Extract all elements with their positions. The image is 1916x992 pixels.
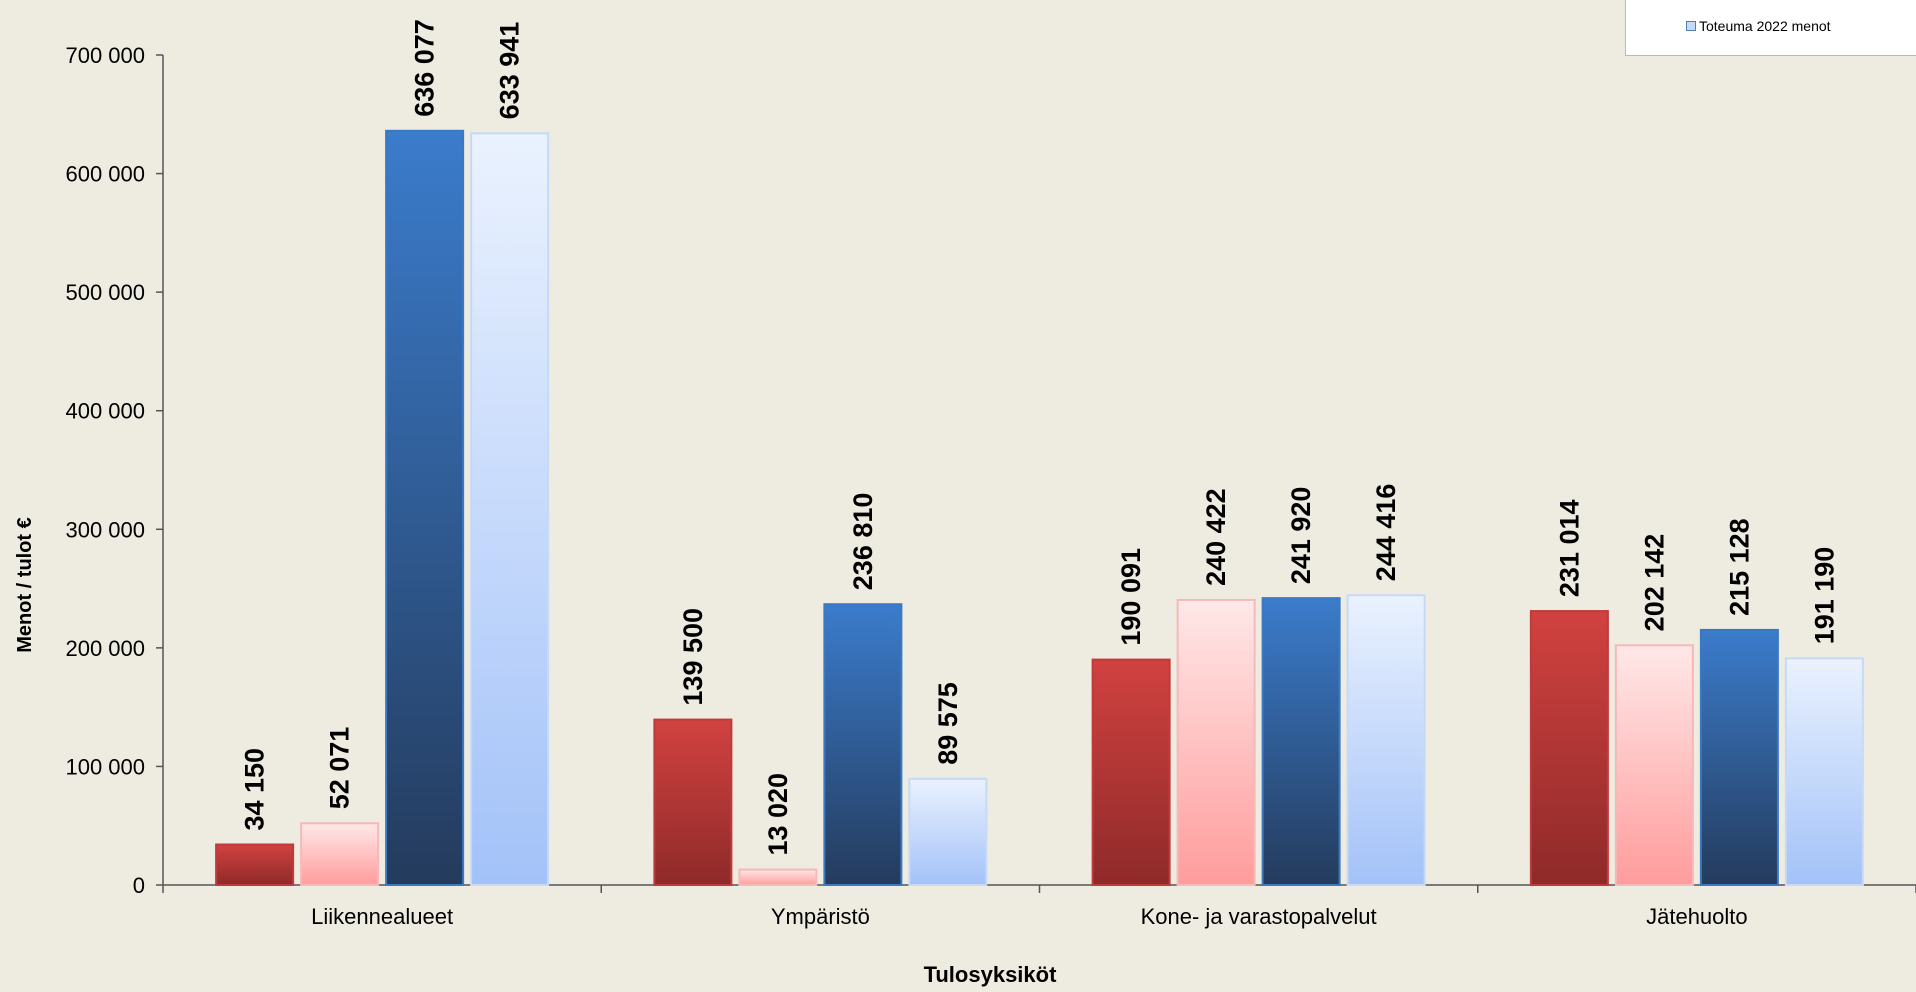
data-label: 231 014 (1554, 499, 1584, 597)
bar (1176, 598, 1256, 887)
data-label: 244 416 (1371, 484, 1401, 582)
y-tick-label: 100 000 (65, 754, 145, 779)
data-label: 241 920 (1286, 487, 1316, 585)
bar (1091, 658, 1171, 886)
y-tick-label: 0 (133, 873, 145, 898)
bar (470, 132, 550, 887)
bar (653, 718, 733, 886)
bar (1699, 628, 1779, 887)
x-category-label: Liikennealueet (311, 904, 453, 929)
data-label: 633 941 (495, 22, 525, 120)
bar (215, 843, 295, 887)
y-tick-label: 700 000 (65, 43, 145, 68)
data-label: 89 575 (933, 682, 963, 765)
data-label: 236 810 (848, 493, 878, 591)
x-axis-title: Tulosyksiköt (924, 962, 1058, 987)
bars (215, 129, 1864, 887)
data-label: 52 071 (325, 727, 355, 810)
y-tick-label: 600 000 (65, 162, 145, 187)
legend-item: Toteuma 2022 menot (1686, 18, 1831, 34)
axes: 0 100 000 200 000 300 000 400 000 500 000 600 … (65, 43, 1916, 929)
data-label: 190 091 (1116, 548, 1146, 646)
data-label: 202 142 (1639, 534, 1669, 632)
data-label: 240 422 (1201, 488, 1231, 586)
bar (300, 822, 380, 886)
x-category-label: Ympäristö (771, 904, 870, 929)
data-labels: 34 150 139 500 190 091 231 014 52 071 13 020 2… (240, 19, 1840, 855)
legend: Toteuma 2022 menot (1625, 0, 1916, 56)
legend-label: Toteuma 2022 menot (1699, 18, 1831, 34)
bar (385, 129, 465, 886)
data-label: 34 150 (240, 748, 270, 831)
data-label: 191 190 (1809, 547, 1839, 645)
data-label: 215 128 (1724, 518, 1754, 616)
data-label: 139 500 (678, 608, 708, 706)
data-label: 636 077 (410, 19, 440, 117)
y-tick-label: 400 000 (65, 399, 145, 424)
bar (1784, 657, 1864, 886)
bar (908, 777, 988, 887)
legend-swatch-icon (1686, 21, 1696, 31)
y-axis-title: Menot / tulot € (14, 517, 36, 653)
bar (1614, 644, 1694, 886)
x-category-label: Jätehuolto (1646, 904, 1748, 929)
y-tick-label: 200 000 (65, 636, 145, 661)
bar (1529, 610, 1609, 886)
bar (823, 603, 903, 886)
bar (738, 868, 818, 887)
x-category-label: Kone- ja varastopalvelut (1141, 904, 1377, 929)
bar (1261, 597, 1341, 886)
data-label: 13 020 (763, 773, 793, 856)
y-tick-label: 500 000 (65, 280, 145, 305)
y-tick-label: 300 000 (65, 517, 145, 542)
bar (1346, 594, 1426, 886)
